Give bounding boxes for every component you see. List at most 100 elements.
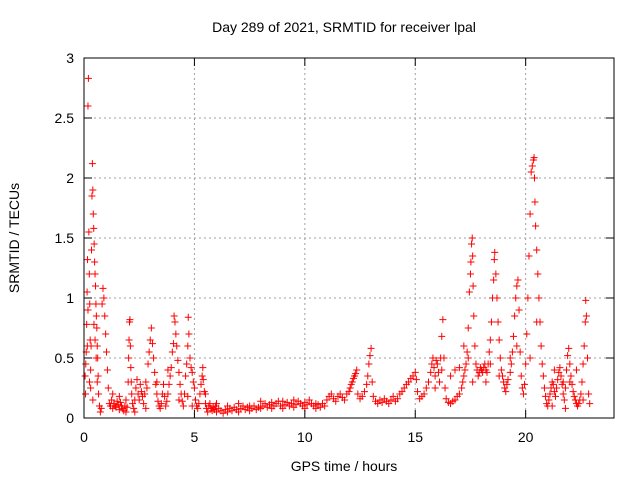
data-point [153,378,161,386]
data-point [184,313,192,321]
data-point [367,344,375,352]
data-point [433,360,441,368]
data-point [394,395,402,403]
data-point [486,336,494,344]
data-point [551,392,559,400]
data-point [582,296,590,304]
data-point [162,402,170,410]
data-point [104,384,112,392]
data-point [142,404,150,412]
data-point [482,378,490,386]
x-tick-label: 15 [407,429,423,445]
data-point [122,408,130,416]
data-point [150,354,158,362]
data-point [436,378,444,386]
data-point [165,380,173,388]
data-point [190,384,198,392]
data-point [182,372,190,380]
data-point [84,102,92,110]
data-point [108,396,116,404]
data-point [206,400,214,408]
data-point [501,384,509,392]
data-point [559,390,567,398]
data-point [464,354,472,362]
data-point [197,380,205,388]
data-point [469,282,477,290]
data-point [290,396,298,404]
data-point [465,288,473,296]
data-point [539,372,547,380]
data-point [528,162,536,170]
data-point [99,284,107,292]
data-point [199,364,207,372]
data-point [189,378,197,386]
data-point [502,388,510,396]
data-point [374,400,382,408]
data-point [246,402,254,410]
data-point [523,330,531,338]
data-point [88,192,96,200]
data-point [513,342,521,350]
data-point [461,366,469,374]
data-point [518,384,526,392]
data-point [586,400,594,408]
data-point [460,342,468,350]
data-point [87,384,95,392]
data-point [93,378,101,386]
data-point [89,186,97,194]
y-tick-label: 1.5 [55,230,75,246]
data-point [164,366,172,374]
data-point [455,390,463,398]
data-point [132,384,140,392]
data-point [439,316,447,324]
data-point [508,348,516,356]
data-point [566,360,574,368]
data-point [495,336,503,344]
data-point [125,336,133,344]
data-point [175,396,183,404]
x-tick-label: 10 [297,429,313,445]
data-point [316,403,324,411]
data-point [469,252,477,260]
data-point [364,372,372,380]
data-point [224,402,232,410]
data-point [115,406,123,414]
x-axis-title: GPS time / hours [291,458,398,474]
data-point [579,396,587,404]
data-point [353,366,361,374]
data-point [145,348,153,356]
data-point [175,368,183,376]
data-point [239,402,247,410]
data-point [97,404,105,412]
data-point [487,318,495,326]
data-point [91,258,99,266]
data-point [491,248,499,256]
data-point [580,342,588,350]
data-point [312,400,320,408]
data-point [564,352,572,360]
data-point [524,294,532,302]
data-point [148,340,156,348]
data-point [542,392,550,400]
data-point [82,390,90,398]
data-point [354,390,362,398]
data-point [332,397,340,405]
data-point [174,356,182,364]
data-point [84,306,92,314]
data-point [288,400,296,408]
data-point [168,348,176,356]
data-point [103,366,111,374]
data-point [93,324,101,332]
axis-ticks: 0 0.5 1 1.5 2 2.5 3 0 5 10 15 20 [55,50,614,445]
data-point [89,396,97,404]
data-point [123,403,131,411]
data-point [279,397,287,405]
data-point [494,318,502,326]
data-point [92,300,100,308]
data-point [519,390,527,398]
data-point [194,404,202,412]
data-point [400,384,408,392]
data-point [235,408,243,416]
data-point [532,222,540,230]
data-point [283,398,291,406]
